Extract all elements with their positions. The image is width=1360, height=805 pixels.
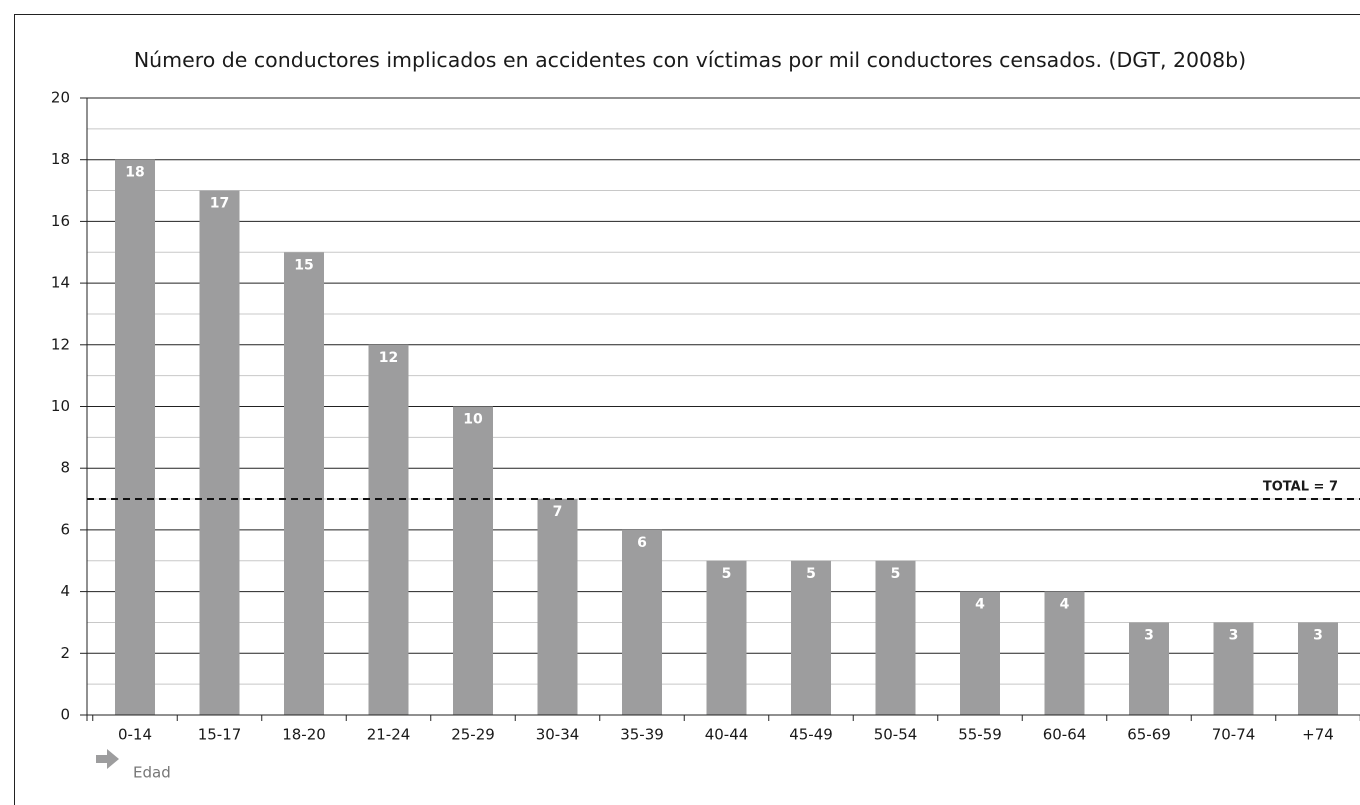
x-tick-label: 40-44	[705, 726, 749, 744]
bar	[960, 591, 1000, 715]
bar	[115, 159, 155, 715]
data-label: 12	[379, 350, 398, 366]
x-tick-label: 50-54	[874, 726, 918, 744]
data-label: 7	[553, 504, 563, 520]
y-tick-label: 6	[60, 520, 70, 538]
data-label: 3	[1144, 627, 1154, 643]
x-tick-label: 18-20	[282, 726, 326, 744]
y-tick-label: 16	[51, 212, 70, 230]
bar	[791, 560, 831, 715]
data-label: 10	[463, 412, 483, 428]
x-axis-label: Edad	[133, 764, 171, 782]
data-label: 15	[294, 257, 313, 273]
bar	[284, 252, 324, 715]
bar	[1044, 591, 1085, 715]
y-tick-label: 18	[51, 150, 70, 168]
y-tick-label: 4	[60, 582, 70, 600]
bar	[706, 560, 747, 715]
bar	[368, 344, 409, 715]
data-label: 5	[722, 566, 732, 582]
x-tick-label: 55-59	[958, 726, 1002, 744]
data-label: 3	[1229, 627, 1239, 643]
bar	[1298, 622, 1338, 715]
y-tick-label: 0	[60, 706, 70, 724]
y-tick-label: 10	[51, 397, 70, 415]
x-tick-label: +74	[1302, 726, 1334, 744]
reference-label: TOTAL = 7	[1263, 480, 1338, 495]
x-tick-label: 60-64	[1043, 726, 1087, 744]
y-tick-label: 2	[60, 644, 70, 662]
data-label: 4	[975, 597, 985, 613]
data-label: 6	[637, 535, 647, 551]
bar	[453, 406, 493, 715]
x-tick-label: 25-29	[451, 726, 495, 744]
x-tick-label: 65-69	[1127, 726, 1171, 744]
bar	[199, 190, 240, 716]
chart-title: Número de conductores implicados en acci…	[134, 48, 1246, 72]
bar	[1213, 622, 1254, 715]
x-tick-label: 30-34	[536, 726, 580, 744]
x-tick-label: 21-24	[367, 726, 411, 744]
x-tick-label: 70-74	[1212, 726, 1256, 744]
data-label: 4	[1060, 597, 1070, 613]
data-label: 17	[210, 196, 229, 212]
x-tick-label: 15-17	[198, 726, 242, 744]
arrow-icon	[96, 749, 119, 769]
bar	[537, 499, 578, 715]
y-tick-label: 14	[51, 274, 70, 292]
data-label: 5	[806, 566, 816, 582]
data-label: 3	[1313, 627, 1323, 643]
bar	[622, 529, 662, 715]
x-tick-label: 0-14	[118, 726, 152, 744]
x-tick-label: 45-49	[789, 726, 833, 744]
y-tick-label: 8	[60, 459, 70, 477]
y-tick-label: 12	[51, 335, 70, 353]
y-tick-label: 20	[51, 89, 70, 107]
x-tick-label: 35-39	[620, 726, 664, 744]
bar	[1129, 622, 1169, 715]
data-label: 5	[891, 566, 901, 582]
bar	[875, 560, 916, 715]
frame	[14, 14, 1360, 805]
data-label: 18	[125, 165, 144, 181]
